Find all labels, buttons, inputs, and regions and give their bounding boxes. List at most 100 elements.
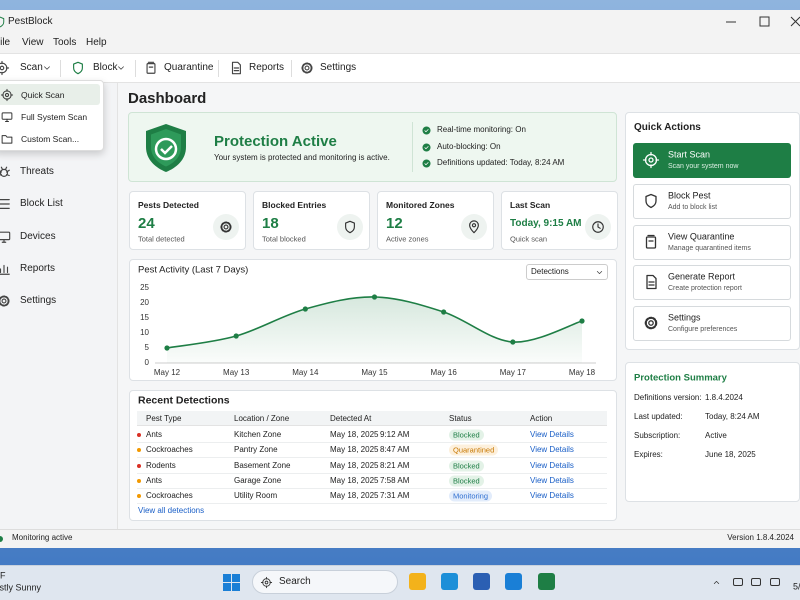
time: 8:21 AM [380,461,410,471]
status-badge: Blocked [449,460,484,472]
menu-item[interactable]: View [22,37,44,48]
stat-icon-bg [213,214,239,240]
sidebar-item[interactable]: Block List [20,198,63,209]
stat-note: Total blocked [262,234,306,244]
row-divider [137,473,607,474]
action-title[interactable]: Settings [668,312,701,323]
action-link[interactable]: View Details [530,445,574,455]
action-button[interactable] [633,265,791,300]
window-controls[interactable] [724,12,800,32]
action-link[interactable]: View Details [530,430,574,440]
status-check [421,158,431,168]
action-link[interactable]: View Details [530,461,574,471]
stat-note: Quick scan [510,234,548,244]
chart-selector-label[interactable]: Detections [531,267,569,277]
search-label[interactable]: Search [279,576,311,587]
toolbar-separator [218,60,219,77]
status-badge: Blocked [449,475,484,487]
sidebar-item[interactable]: Settings [20,295,57,306]
chart-selector[interactable] [526,264,608,280]
scan-menu-item[interactable]: Full System Scan [21,111,88,122]
summary-card [625,362,800,502]
pest-type: Ants [146,476,163,486]
action-title[interactable]: Block Pest [668,190,711,201]
menu-icon [0,88,14,102]
menu-highlight [0,84,100,105]
menu-bar [0,33,800,53]
start-button[interactable] [223,574,240,591]
search-icon [260,576,272,588]
zone: Utility Room [234,491,278,501]
window-title: PestBlock [8,16,53,27]
taskbar [0,565,800,600]
row-divider [137,488,607,489]
summary-value: Today, 8:24 AM [705,412,760,422]
summary-label: Definitions version: [634,393,702,403]
protection-status: Real-time monitoring: On [437,125,526,135]
severity-dot [137,494,141,498]
app-icon [0,16,5,28]
pest-type: Rodents [146,461,176,471]
action-title[interactable]: View Quarantine [668,231,735,242]
sidebar-item[interactable]: Threats [20,166,54,177]
sidebar-item[interactable]: Reports [20,263,56,274]
action-link[interactable]: View Details [530,491,574,501]
scan-menu-item[interactable]: Quick Scan [21,89,65,100]
zone: Pantry Zone [234,445,278,455]
stat-label: Monitored Zones [386,199,455,210]
summary-value: Active [705,431,727,441]
action-subtitle[interactable]: Add to block list [668,203,718,211]
toolbar-icon [73,61,83,75]
toolbar-button[interactable]: Quarantine [164,62,214,73]
action-icon [646,274,657,290]
stat-icon [345,220,355,234]
zone: Kitchen Zone [234,430,282,440]
column-header: Detected At [330,414,372,424]
status-badge: Quarantined [449,444,499,456]
sidebar-icon [0,264,10,275]
action-button[interactable] [633,225,791,260]
stat-value: 18 [262,215,279,232]
weather-temp: F [0,570,6,581]
taskbar-app[interactable] [441,573,458,590]
action-subtitle[interactable]: Configure preferences [668,325,738,333]
action-subtitle[interactable]: Create protection report [668,284,742,292]
status-check [421,142,431,152]
taskbar-app[interactable] [473,573,490,590]
action-button[interactable] [633,306,791,341]
tray-icon [733,578,743,586]
sidebar-item[interactable]: Devices [20,231,56,242]
title-bar [0,10,800,33]
sidebar [0,83,118,529]
action-title[interactable]: Start Scan [668,149,711,160]
status-dot [0,536,3,542]
menu-item[interactable]: Tools [53,37,77,48]
scan-menu-item[interactable]: Custom Scan... [21,133,80,144]
action-title[interactable]: Generate Report [668,271,736,282]
menu-item[interactable]: Help [86,37,107,48]
action-subtitle[interactable]: Scan your system now [668,162,739,170]
taskbar-app[interactable] [409,573,426,590]
taskbar-app[interactable] [505,573,522,590]
action-subtitle[interactable]: Manage quarantined items [668,244,751,252]
toolbar-icon [231,61,241,75]
action-link[interactable]: View Details [530,476,574,486]
toolbar-button[interactable]: Reports [249,62,285,73]
toolbar-separator [135,60,136,77]
date: May 18, 2025 [330,430,379,440]
chevron [44,66,50,70]
action-button[interactable] [633,143,791,178]
toolbar-button[interactable]: Block [93,62,118,73]
time: 7:31 AM [380,491,410,501]
stat-value: 24 [138,215,155,232]
column-header: Action [530,414,553,424]
view-all-link[interactable]: View all detections [138,506,205,516]
toolbar-button[interactable]: Settings [320,62,357,73]
action-button[interactable] [633,184,791,219]
taskbar-app[interactable] [538,573,555,590]
toolbar-button[interactable]: Scan [20,62,43,73]
menu-item[interactable]: File [0,37,11,48]
search-box[interactable] [252,570,398,594]
status-check [421,125,431,135]
